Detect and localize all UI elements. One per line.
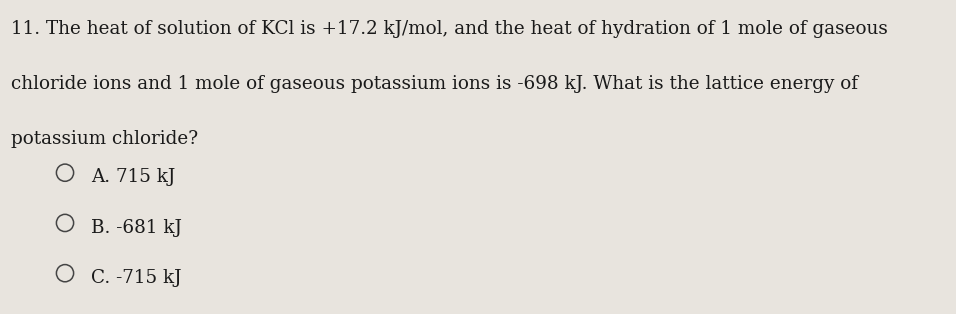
Text: chloride ions and 1 mole of gaseous potassium ions is -698 kJ. What is the latti: chloride ions and 1 mole of gaseous pota… — [11, 75, 858, 93]
Text: B. -681 kJ: B. -681 kJ — [91, 219, 182, 237]
Text: potassium chloride?: potassium chloride? — [11, 130, 199, 148]
Text: C. -715 kJ: C. -715 kJ — [91, 269, 182, 287]
Text: A. 715 kJ: A. 715 kJ — [91, 168, 175, 187]
Text: 11. The heat of solution of KCl is +17.2 kJ/mol, and the heat of hydration of 1 : 11. The heat of solution of KCl is +17.2… — [11, 20, 888, 38]
